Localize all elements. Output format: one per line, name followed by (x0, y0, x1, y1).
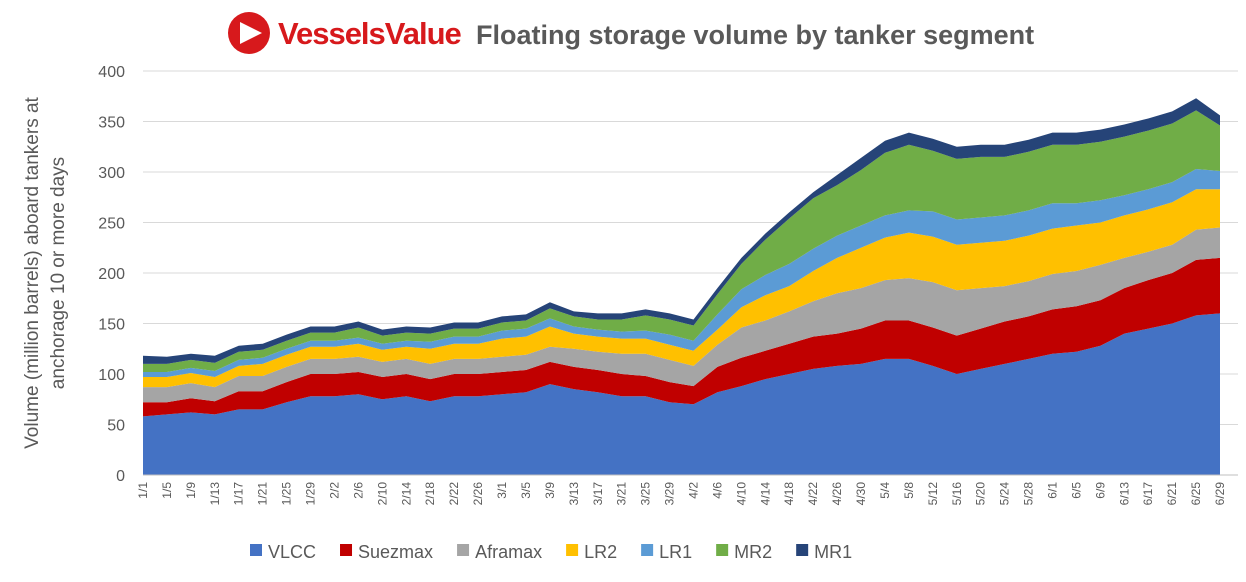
x-tick-label: 6/5 (1069, 482, 1083, 499)
legend-label: Aframax (475, 542, 542, 562)
y-tick-label: 300 (98, 165, 125, 182)
x-tick-label: 3/13 (567, 482, 581, 506)
x-tick-label: 3/17 (591, 482, 605, 506)
legend-label: MR1 (814, 542, 852, 562)
legend-swatch (566, 544, 579, 556)
legend-swatch (641, 544, 654, 556)
legend-label: LR2 (584, 542, 617, 562)
x-tick-label: 6/25 (1189, 482, 1203, 506)
x-tick-label: 3/21 (615, 482, 629, 506)
x-tick-label: 5/16 (950, 482, 964, 506)
brand: VesselsValue (278, 16, 462, 51)
x-tick-label: 3/5 (519, 482, 533, 499)
x-tick-label: 5/8 (902, 482, 916, 499)
y-tick-label: 50 (107, 418, 125, 435)
y-tick-label: 200 (98, 266, 125, 283)
logo: VesselsValue (228, 12, 463, 54)
y-tick-label: 100 (98, 367, 125, 384)
x-tick-label: 4/2 (686, 482, 700, 499)
x-tick-label: 1/25 (280, 482, 294, 506)
x-tick-label: 6/29 (1213, 482, 1227, 506)
area (143, 189, 1220, 388)
x-tick-label: 1/5 (160, 482, 174, 499)
legend-swatch (457, 544, 470, 556)
y-tick-label: 400 (98, 64, 125, 81)
x-tick-label: 1/21 (256, 482, 270, 506)
x-tick-label: 4/10 (734, 482, 748, 506)
legend-swatch (796, 544, 809, 556)
x-tick-label: 4/26 (830, 482, 844, 506)
x-tick-label: 4/30 (854, 482, 868, 506)
legend-label: LR1 (659, 542, 692, 562)
legend-swatch (340, 544, 353, 556)
x-tick-label: 4/18 (782, 482, 796, 506)
x-tick-label: 5/24 (998, 482, 1012, 506)
x-tick-label: 1/13 (208, 482, 222, 506)
x-tick-label: 3/29 (663, 482, 677, 506)
area (143, 227, 1220, 403)
x-tick-label: 2/22 (447, 482, 461, 506)
x-tick-label: 1/9 (184, 482, 198, 499)
x-tick-label: 4/14 (758, 482, 772, 506)
y-tick-label: 250 (98, 216, 125, 233)
x-tick-label: 1/29 (304, 482, 318, 506)
x-tick-label: 5/28 (1022, 482, 1036, 506)
y-tick-label: 150 (98, 317, 125, 334)
x-tick-label: 5/4 (878, 482, 892, 499)
y-axis-label: Volume (million barrels) aboard tankers … (22, 96, 43, 448)
legend-label: VLCC (268, 542, 316, 562)
area (143, 110, 1220, 373)
y-tick-label: 0 (116, 468, 125, 485)
x-tick-label: 2/18 (423, 482, 437, 506)
legend-label: Suezmax (358, 542, 433, 562)
y-axis-label: anchorage 10 or more days (48, 157, 69, 389)
x-tick-label: 1/1 (136, 482, 150, 499)
area (143, 313, 1220, 475)
x-tick-label: 3/25 (639, 482, 653, 506)
legend-swatch (716, 544, 729, 556)
x-tick-label: 6/17 (1141, 482, 1155, 506)
logo-triangle (240, 22, 262, 44)
legend-swatch (250, 544, 262, 556)
x-tick-label: 3/9 (543, 482, 557, 499)
x-tick-label: 4/6 (710, 482, 724, 499)
area (143, 169, 1220, 377)
x-tick-label: 6/9 (1093, 482, 1107, 499)
x-tick-label: 2/26 (471, 482, 485, 506)
x-tick-label: 2/2 (327, 482, 341, 499)
x-tick-label: 2/10 (375, 482, 389, 506)
x-tick-label: 2/14 (399, 482, 413, 506)
x-tick-label: 6/1 (1046, 482, 1060, 499)
x-tick-label: 2/6 (351, 482, 365, 499)
x-tick-label: 4/22 (806, 482, 820, 506)
x-tick-label: 5/20 (974, 482, 988, 506)
x-tick-label: 6/21 (1165, 482, 1179, 506)
chart-title: Floating storage volume by tanker segmen… (476, 20, 1034, 50)
area (143, 257, 1220, 417)
x-tick-label: 1/17 (232, 482, 246, 506)
x-tick-label: 5/12 (926, 482, 940, 506)
x-tick-label: 6/13 (1117, 482, 1131, 506)
x-tick-label: 3/1 (495, 482, 509, 499)
legend-label: MR2 (734, 542, 772, 562)
y-tick-label: 350 (98, 115, 125, 132)
